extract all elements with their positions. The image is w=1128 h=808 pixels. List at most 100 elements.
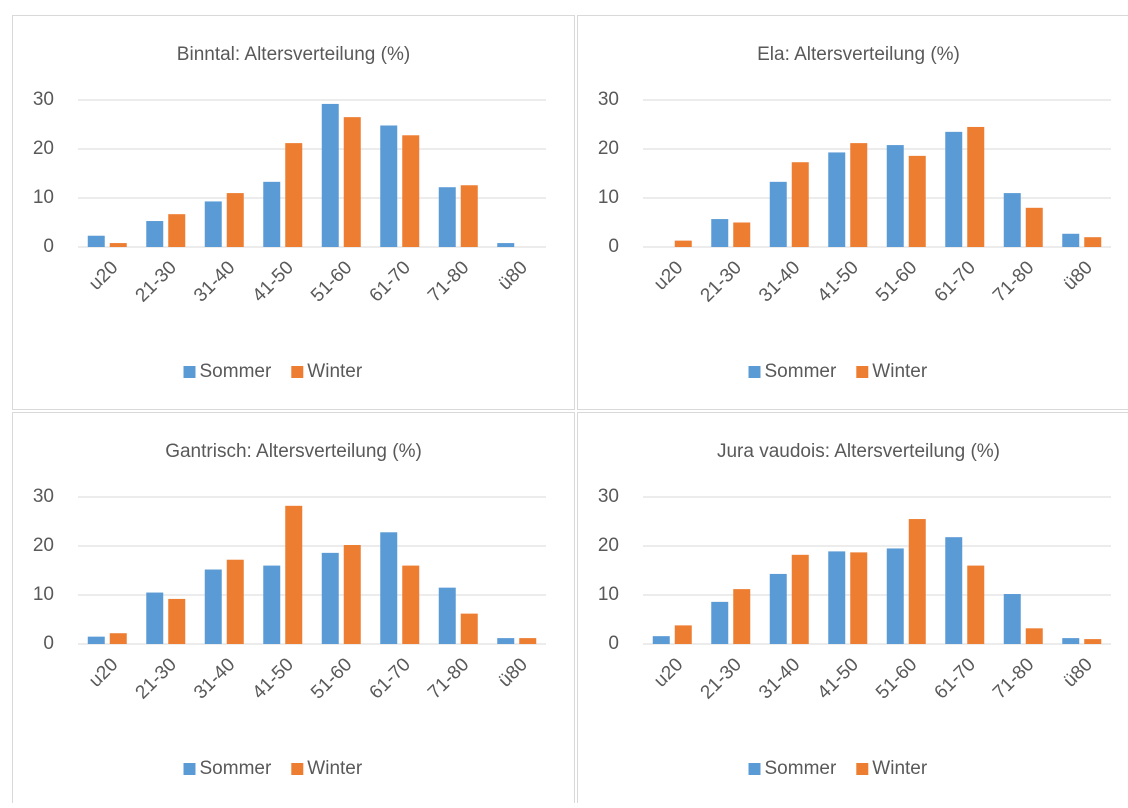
bar — [168, 214, 185, 247]
chart-title: Ela: Altersverteilung (%) — [757, 44, 960, 65]
bar — [497, 638, 514, 644]
chart-title: Binntal: Altersverteilung (%) — [177, 44, 410, 65]
legend-label: Winter — [307, 758, 363, 779]
legend-swatch — [184, 366, 196, 378]
bar — [770, 574, 787, 644]
bar — [1026, 628, 1043, 644]
bar — [1026, 208, 1043, 247]
legend-swatch — [856, 366, 868, 378]
legend-swatch — [749, 366, 761, 378]
bar — [828, 551, 845, 644]
legend-label: Sommer — [200, 361, 272, 382]
y-tick-label: 0 — [608, 633, 619, 654]
y-tick-label: 10 — [598, 187, 619, 208]
bar — [945, 537, 962, 644]
bar — [909, 156, 926, 247]
bar — [909, 519, 926, 644]
legend-swatch — [856, 763, 868, 775]
y-tick-label: 20 — [33, 138, 54, 159]
bar — [1084, 237, 1101, 247]
bar — [1084, 639, 1101, 644]
legend-swatch — [184, 763, 196, 775]
legend-swatch — [291, 763, 303, 775]
bar — [850, 552, 867, 644]
bar — [88, 637, 105, 644]
bar — [770, 182, 787, 247]
bar — [733, 223, 750, 248]
bar — [967, 127, 984, 247]
bar — [675, 241, 692, 247]
bar — [828, 152, 845, 247]
bar — [461, 614, 478, 644]
bar — [380, 532, 397, 644]
bar — [402, 566, 419, 644]
bar — [1062, 234, 1079, 247]
y-tick-label: 0 — [608, 236, 619, 257]
bar — [461, 185, 478, 247]
y-tick-label: 20 — [598, 138, 619, 159]
bar — [110, 243, 127, 247]
bar — [1004, 594, 1021, 644]
bar — [168, 599, 185, 644]
y-tick-label: 10 — [598, 584, 619, 605]
bar — [887, 548, 904, 644]
bar — [322, 553, 339, 644]
legend-label: Sommer — [200, 758, 272, 779]
legend-label: Winter — [307, 361, 363, 382]
y-tick-label: 0 — [43, 633, 54, 654]
y-tick-label: 0 — [43, 236, 54, 257]
bar — [285, 143, 302, 247]
legend-label: Winter — [872, 758, 928, 779]
legend-label: Sommer — [765, 361, 837, 382]
y-tick-label: 10 — [33, 187, 54, 208]
bar — [675, 625, 692, 644]
bar — [497, 243, 514, 247]
y-tick-label: 20 — [33, 535, 54, 556]
y-tick-label: 10 — [33, 584, 54, 605]
bar — [945, 132, 962, 247]
bar — [402, 135, 419, 247]
bar — [263, 182, 280, 247]
bar — [711, 219, 728, 247]
bar — [110, 633, 127, 644]
bar — [887, 145, 904, 247]
bar — [88, 236, 105, 247]
bar — [967, 566, 984, 644]
bar — [263, 566, 280, 644]
chart-panel: Jura vaudois: Altersverteilung (%)010203… — [578, 413, 1128, 804]
bar — [205, 570, 222, 644]
bar — [322, 104, 339, 247]
bar — [792, 162, 809, 247]
legend-label: Winter — [872, 361, 928, 382]
bar — [285, 506, 302, 644]
bar — [227, 193, 244, 247]
bar — [439, 187, 456, 247]
chart-title: Jura vaudois: Altersverteilung (%) — [717, 441, 1000, 462]
legend-swatch — [291, 366, 303, 378]
bar — [850, 143, 867, 247]
chart-title: Gantrisch: Altersverteilung (%) — [165, 441, 422, 462]
bar — [792, 555, 809, 644]
bar — [146, 593, 163, 644]
bar — [439, 588, 456, 644]
y-tick-label: 30 — [598, 89, 619, 110]
y-tick-label: 20 — [598, 535, 619, 556]
bar — [519, 638, 536, 644]
bar — [1004, 193, 1021, 247]
y-tick-label: 30 — [33, 89, 54, 110]
bar — [733, 589, 750, 644]
bar — [1062, 638, 1079, 644]
legend-label: Sommer — [765, 758, 837, 779]
legend-swatch — [749, 763, 761, 775]
bar — [344, 117, 361, 247]
bar — [205, 201, 222, 247]
chart-panel: Gantrisch: Altersverteilung (%)0102030u2… — [13, 413, 575, 804]
bar — [344, 545, 361, 644]
bar — [146, 221, 163, 247]
bar — [711, 602, 728, 644]
y-tick-label: 30 — [33, 486, 54, 507]
